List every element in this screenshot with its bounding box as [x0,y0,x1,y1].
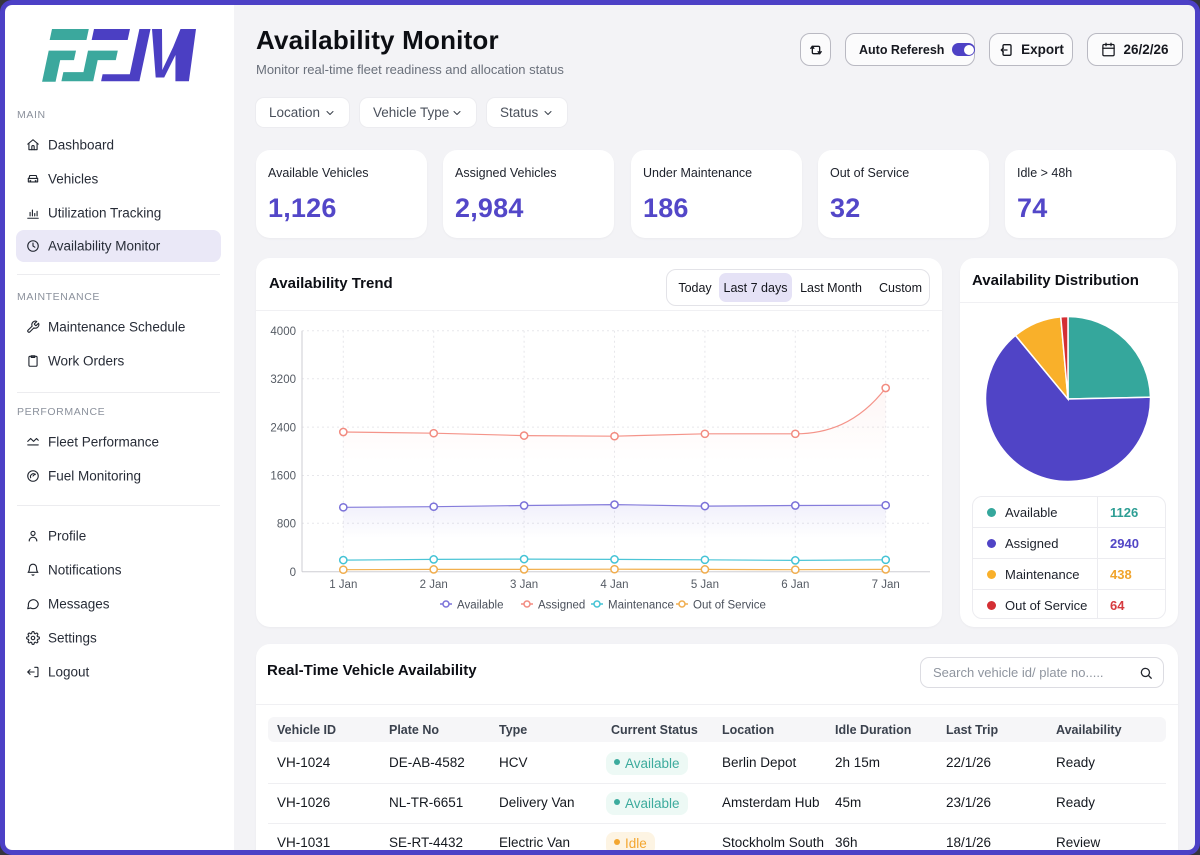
svg-text:2400: 2400 [270,422,296,434]
svg-text:4000: 4000 [270,326,296,338]
svg-text:Maintenance: Maintenance [608,600,674,612]
svg-text:1600: 1600 [270,471,296,483]
svg-text:Out of Service: Out of Service [693,600,766,612]
svg-text:7 Jan: 7 Jan [872,579,900,591]
svg-text:3200: 3200 [270,374,296,386]
svg-text:800: 800 [277,519,296,531]
svg-text:1 Jan: 1 Jan [329,579,357,591]
svg-text:Available: Available [457,600,503,612]
svg-text:6 Jan: 6 Jan [781,579,809,591]
svg-text:3 Jan: 3 Jan [510,579,538,591]
svg-text:4 Jan: 4 Jan [600,579,628,591]
svg-text:0: 0 [290,567,296,579]
svg-text:2 Jan: 2 Jan [420,579,448,591]
svg-text:Assigned: Assigned [538,600,585,612]
svg-text:5 Jan: 5 Jan [691,579,719,591]
